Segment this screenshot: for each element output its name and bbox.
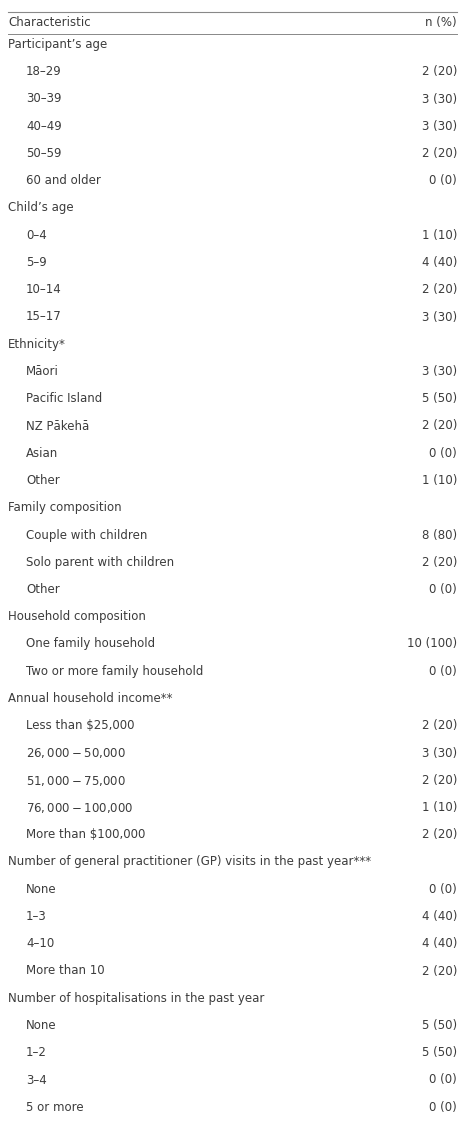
Text: 10 (100): 10 (100)	[407, 637, 457, 651]
Text: 4–10: 4–10	[26, 937, 54, 950]
Text: NZ Pākehā: NZ Pākehā	[26, 420, 89, 432]
Text: Family composition: Family composition	[8, 501, 122, 514]
Text: 40–49: 40–49	[26, 120, 62, 133]
Text: 2 (20): 2 (20)	[422, 284, 457, 296]
Text: 2 (20): 2 (20)	[422, 66, 457, 78]
Text: 3 (30): 3 (30)	[422, 120, 457, 133]
Text: 1 (10): 1 (10)	[422, 474, 457, 486]
Text: 2 (20): 2 (20)	[422, 147, 457, 160]
Text: Child’s age: Child’s age	[8, 202, 73, 214]
Text: 3 (30): 3 (30)	[422, 311, 457, 323]
Text: n (%): n (%)	[425, 16, 457, 29]
Text: 0 (0): 0 (0)	[429, 175, 457, 187]
Text: Annual household income**: Annual household income**	[8, 692, 173, 705]
Text: One family household: One family household	[26, 637, 155, 651]
Text: More than $100,000: More than $100,000	[26, 828, 146, 841]
Text: 30–39: 30–39	[26, 93, 61, 105]
Text: 2 (20): 2 (20)	[422, 719, 457, 733]
Text: 2 (20): 2 (20)	[422, 420, 457, 432]
Text: 0 (0): 0 (0)	[429, 665, 457, 678]
Text: 2 (20): 2 (20)	[422, 828, 457, 841]
Text: More than 10: More than 10	[26, 965, 105, 978]
Text: 0 (0): 0 (0)	[429, 1074, 457, 1086]
Text: 4 (40): 4 (40)	[422, 909, 457, 923]
Text: 50–59: 50–59	[26, 147, 61, 160]
Text: 2 (20): 2 (20)	[422, 773, 457, 787]
Text: 1 (10): 1 (10)	[422, 801, 457, 814]
Text: Less than $25,000: Less than $25,000	[26, 719, 134, 733]
Text: Other: Other	[26, 583, 60, 596]
Text: 10–14: 10–14	[26, 284, 62, 296]
Text: Number of general practitioner (GP) visits in the past year***: Number of general practitioner (GP) visi…	[8, 855, 371, 869]
Text: Household composition: Household composition	[8, 610, 146, 624]
Text: Two or more family household: Two or more family household	[26, 665, 203, 678]
Text: 60 and older: 60 and older	[26, 175, 101, 187]
Text: 4 (40): 4 (40)	[422, 256, 457, 269]
Text: 2 (20): 2 (20)	[422, 965, 457, 978]
Text: Couple with children: Couple with children	[26, 528, 147, 542]
Text: $51,000 - $75,000: $51,000 - $75,000	[26, 773, 126, 788]
Text: $26,000 - $50,000: $26,000 - $50,000	[26, 746, 126, 761]
Text: Characteristic: Characteristic	[8, 16, 91, 29]
Text: Māori: Māori	[26, 365, 59, 378]
Text: 0 (0): 0 (0)	[429, 1101, 457, 1114]
Text: 0 (0): 0 (0)	[429, 447, 457, 459]
Text: 1–2: 1–2	[26, 1047, 47, 1059]
Text: None: None	[26, 1019, 57, 1032]
Text: Ethnicity*: Ethnicity*	[8, 338, 66, 350]
Text: 0 (0): 0 (0)	[429, 882, 457, 896]
Text: 5 (50): 5 (50)	[422, 1047, 457, 1059]
Text: Asian: Asian	[26, 447, 58, 459]
Text: 15–17: 15–17	[26, 311, 62, 323]
Text: 5–9: 5–9	[26, 256, 47, 269]
Text: 8 (80): 8 (80)	[422, 528, 457, 542]
Text: $76,000 - $100,000: $76,000 - $100,000	[26, 801, 133, 815]
Text: Other: Other	[26, 474, 60, 486]
Text: 3 (30): 3 (30)	[422, 93, 457, 105]
Text: Number of hospitalisations in the past year: Number of hospitalisations in the past y…	[8, 992, 265, 1005]
Text: 4 (40): 4 (40)	[422, 937, 457, 950]
Text: None: None	[26, 882, 57, 896]
Text: Participant’s age: Participant’s age	[8, 39, 107, 51]
Text: Pacific Island: Pacific Island	[26, 392, 102, 405]
Text: 3 (30): 3 (30)	[422, 746, 457, 760]
Text: 3 (30): 3 (30)	[422, 365, 457, 378]
Text: 5 or more: 5 or more	[26, 1101, 84, 1114]
Text: 3–4: 3–4	[26, 1074, 47, 1086]
Text: Solo parent with children: Solo parent with children	[26, 556, 174, 569]
Text: 0–4: 0–4	[26, 229, 47, 242]
Text: 5 (50): 5 (50)	[422, 392, 457, 405]
Text: 18–29: 18–29	[26, 66, 62, 78]
Text: 5 (50): 5 (50)	[422, 1019, 457, 1032]
Text: 1 (10): 1 (10)	[422, 229, 457, 242]
Text: 2 (20): 2 (20)	[422, 556, 457, 569]
Text: 0 (0): 0 (0)	[429, 583, 457, 596]
Text: 1–3: 1–3	[26, 909, 47, 923]
